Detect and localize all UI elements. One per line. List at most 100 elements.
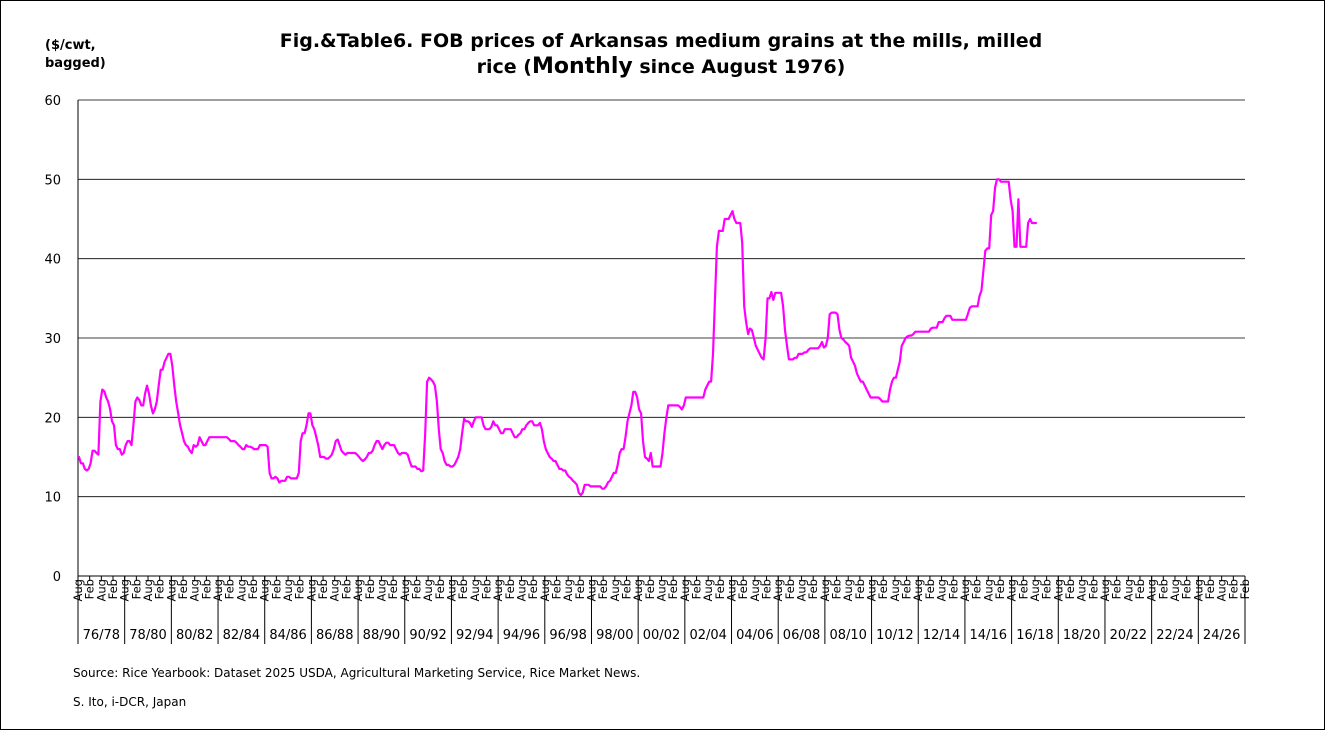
price-series-line: [77, 178, 1038, 497]
x-tick-label: Aug: [514, 579, 528, 601]
period-label: 24/26: [1203, 628, 1240, 643]
x-tick-label: Feb: [526, 579, 540, 599]
x-tick-label: Feb: [409, 579, 423, 599]
x-tick-label: Aug: [1051, 579, 1065, 601]
x-tick-label: Aug: [94, 579, 108, 601]
period-label: 86/88: [316, 628, 353, 643]
x-tick-label: Aug: [771, 579, 785, 601]
x-tick-label: Aug: [188, 579, 202, 601]
x-tick-label: Aug: [164, 579, 178, 601]
x-tick-label: Feb: [176, 579, 190, 599]
x-tick-label: Feb: [386, 579, 400, 599]
period-label: 00/02: [643, 628, 680, 643]
period-label: 76/78: [83, 628, 120, 643]
period-label: 06/08: [783, 628, 820, 643]
x-tick-label: Feb: [643, 579, 657, 599]
x-tick-label: Feb: [433, 579, 447, 599]
x-tick-label: Feb: [666, 579, 680, 599]
x-tick-label: Feb: [479, 579, 493, 599]
period-label: 18/20: [1063, 628, 1100, 643]
x-tick-label: Aug: [211, 579, 225, 601]
period-label: 02/04: [689, 628, 726, 643]
y-unit-label-line1: ($/cwt,: [45, 38, 96, 53]
x-tick-label: Aug: [935, 579, 949, 601]
x-tick-label: Feb: [573, 579, 587, 599]
x-tick-label: Feb: [876, 579, 890, 599]
x-tick-label: Feb: [106, 579, 120, 599]
x-tick-label: Feb: [760, 579, 774, 599]
period-label: 22/24: [1156, 628, 1193, 643]
x-tick-label: Aug: [491, 579, 505, 601]
x-tick-label: Feb: [1016, 579, 1030, 599]
x-tick-label: Aug: [328, 579, 342, 601]
x-tick-label: Aug: [258, 579, 272, 601]
period-label: 82/84: [223, 628, 260, 643]
x-tick-label: Feb: [269, 579, 283, 599]
period-label: 84/86: [269, 628, 306, 643]
x-tick-label: Aug: [234, 579, 248, 601]
period-label: 88/90: [363, 628, 400, 643]
x-tick-label: Aug: [1098, 579, 1112, 601]
title-part-c: since August 1976): [632, 56, 846, 78]
x-tick-label: Feb: [246, 579, 260, 599]
x-tick-label: Aug: [1168, 579, 1182, 601]
x-tick-label: Aug: [1121, 579, 1135, 601]
x-tick-label: Aug: [1191, 579, 1205, 601]
period-label: 12/14: [923, 628, 960, 643]
x-tick-label: Feb: [339, 579, 353, 599]
x-tick-label: Aug: [888, 579, 902, 601]
chart-title-line2: rice (Monthly since August 1976): [201, 54, 1121, 79]
x-tick-label: Aug: [841, 579, 855, 601]
x-tick-label: Feb: [83, 579, 97, 599]
x-tick-label: Aug: [795, 579, 809, 601]
x-tick-label: Feb: [199, 579, 213, 599]
x-tick-label: Feb: [783, 579, 797, 599]
x-tick-label: Feb: [129, 579, 143, 599]
x-tick-label: Feb: [363, 579, 377, 599]
period-label: 20/22: [1110, 628, 1147, 643]
y-tick-label: 30: [44, 332, 61, 347]
x-tick-label: Feb: [503, 579, 517, 599]
x-tick-label: Aug: [1075, 579, 1089, 601]
x-tick-label: Aug: [608, 579, 622, 601]
y-tick-label: 60: [44, 94, 61, 109]
x-tick-label: Aug: [701, 579, 715, 601]
x-tick-label: Feb: [596, 579, 610, 599]
x-tick-label: Aug: [1028, 579, 1042, 601]
x-tick-label: Aug: [374, 579, 388, 601]
x-tick-label: Aug: [958, 579, 972, 601]
x-tick-label: Aug: [71, 579, 85, 601]
x-tick-label: Feb: [1086, 579, 1100, 599]
period-label: 16/18: [1016, 628, 1053, 643]
x-tick-label: Aug: [678, 579, 692, 601]
x-tick-label: Aug: [538, 579, 552, 601]
x-tick-label: Feb: [1226, 579, 1240, 599]
x-tick-label: Feb: [690, 579, 704, 599]
x-tick-label: Aug: [281, 579, 295, 601]
x-tick-label: Aug: [118, 579, 132, 601]
title-part-monthly: Monthly: [531, 54, 633, 79]
x-tick-label: Aug: [398, 579, 412, 601]
x-tick-label: Aug: [1145, 579, 1159, 601]
y-unit-label-line2: bagged): [45, 56, 106, 71]
chart-title-line1: Fig.&Table6. FOB prices of Arkansas medi…: [279, 30, 1043, 52]
y-tick-label: 20: [44, 411, 61, 426]
x-tick-label: Feb: [1110, 579, 1124, 599]
period-label: 04/06: [736, 628, 773, 643]
period-label: 96/98: [549, 628, 586, 643]
x-tick-label: Feb: [619, 579, 633, 599]
title-part-a: rice (: [476, 56, 532, 78]
x-tick-label: Feb: [853, 579, 867, 599]
x-tick-label: Aug: [421, 579, 435, 601]
x-tick-label: Aug: [655, 579, 669, 601]
period-label: 92/94: [456, 628, 493, 643]
x-tick-label: Feb: [1180, 579, 1194, 599]
x-tick-label: Aug: [631, 579, 645, 601]
x-tick-label: Feb: [993, 579, 1007, 599]
x-tick-label: Aug: [561, 579, 575, 601]
x-tick-label: Feb: [153, 579, 167, 599]
x-tick-label: Aug: [141, 579, 155, 601]
y-tick-label: 40: [44, 253, 61, 268]
